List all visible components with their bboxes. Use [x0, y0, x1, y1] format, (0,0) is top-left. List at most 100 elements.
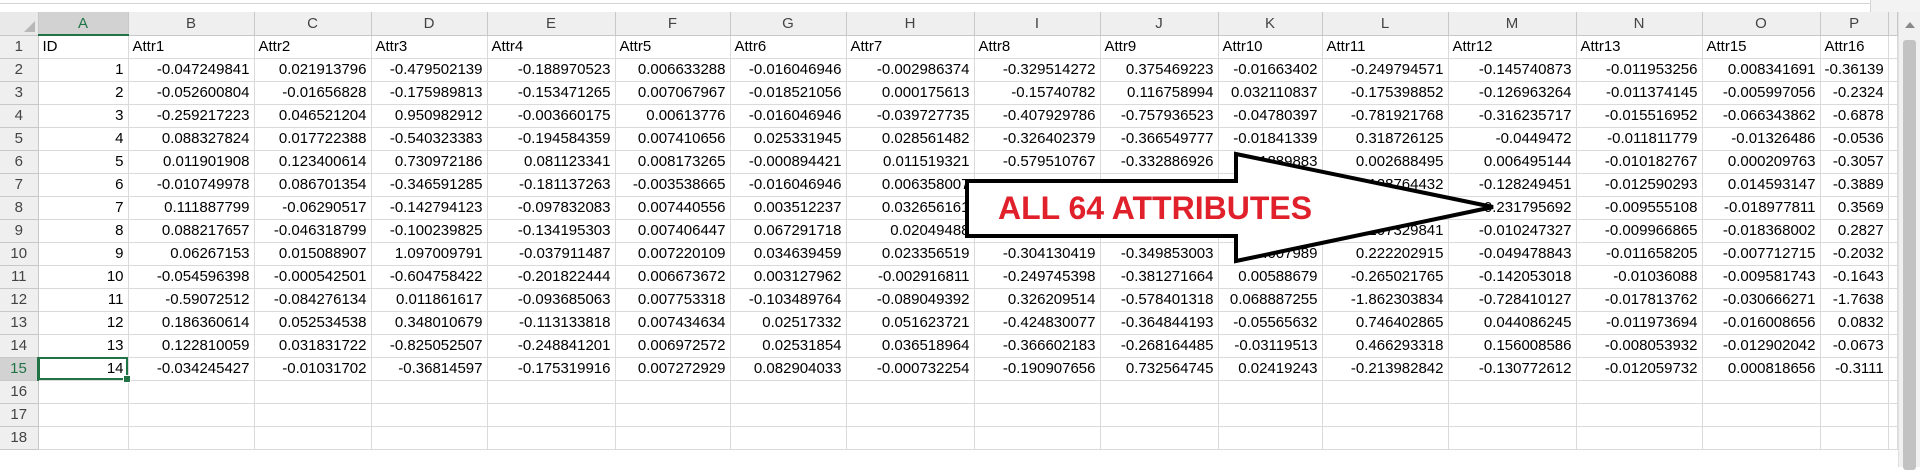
- cell-f9[interactable]: 0.007406447: [615, 219, 731, 243]
- cell-g11[interactable]: 0.003127962: [730, 265, 847, 289]
- cell-i17[interactable]: [974, 403, 1101, 427]
- cell-f12[interactable]: 0.007753318: [615, 288, 731, 312]
- cell-f17[interactable]: [615, 403, 731, 427]
- row-header[interactable]: 6: [0, 150, 39, 174]
- cell-j14[interactable]: -0.268164485: [1100, 334, 1219, 358]
- cell-k11[interactable]: 0.00588679: [1218, 265, 1323, 289]
- cell-p5[interactable]: -0.0536: [1820, 127, 1889, 151]
- cell-e16[interactable]: [487, 380, 616, 404]
- cell-e4[interactable]: -0.003660175: [487, 104, 616, 128]
- cell-f3[interactable]: 0.007067967: [615, 81, 731, 105]
- cell-f2[interactable]: 0.006633288: [615, 58, 731, 82]
- cell-j12[interactable]: -0.578401318: [1100, 288, 1219, 312]
- cell-h9[interactable]: 0.02049488: [846, 219, 975, 243]
- cell-j8[interactable]: 0.41233876: [1100, 196, 1219, 220]
- cell-l16[interactable]: [1322, 380, 1449, 404]
- cell-n1[interactable]: Attr13: [1576, 35, 1703, 59]
- column-header-l[interactable]: L: [1322, 12, 1449, 36]
- cell-g10[interactable]: 0.034639459: [730, 242, 847, 266]
- cell-overflow[interactable]: [1888, 104, 1898, 128]
- cell-p8[interactable]: 0.3569: [1820, 196, 1889, 220]
- cell-e11[interactable]: -0.201822444: [487, 265, 616, 289]
- cell-m10[interactable]: -0.049478843: [1448, 242, 1577, 266]
- cell-a13[interactable]: 12: [38, 311, 129, 335]
- cell-e14[interactable]: -0.248841201: [487, 334, 616, 358]
- column-header-j[interactable]: J: [1100, 12, 1219, 36]
- cell-overflow[interactable]: [1888, 242, 1898, 266]
- cell-c9[interactable]: -0.046318799: [254, 219, 372, 243]
- cell-o11[interactable]: -0.009581743: [1702, 265, 1821, 289]
- cell-a5[interactable]: 4: [38, 127, 129, 151]
- cell-g1[interactable]: Attr6: [730, 35, 847, 59]
- cell-e8[interactable]: -0.097832083: [487, 196, 616, 220]
- cell-k8[interactable]: 0.00898734: [1218, 196, 1323, 220]
- cell-g15[interactable]: 0.082904033: [730, 357, 847, 381]
- column-header-e[interactable]: E: [487, 12, 616, 36]
- column-header-f[interactable]: F: [615, 12, 731, 36]
- cell-b1[interactable]: Attr1: [128, 35, 255, 59]
- cell-h5[interactable]: 0.028561482: [846, 127, 975, 151]
- cell-o17[interactable]: [1702, 403, 1821, 427]
- cell-b18[interactable]: [128, 426, 255, 450]
- cell-e3[interactable]: -0.153471265: [487, 81, 616, 105]
- cell-j5[interactable]: -0.366549777: [1100, 127, 1219, 151]
- cell-n3[interactable]: -0.011374145: [1576, 81, 1703, 105]
- cell-l5[interactable]: 0.318726125: [1322, 127, 1449, 151]
- row-header[interactable]: 7: [0, 173, 39, 197]
- cell-o7[interactable]: 0.014593147: [1702, 173, 1821, 197]
- cell-j10[interactable]: -0.349853003: [1100, 242, 1219, 266]
- cell-a18[interactable]: [38, 426, 129, 450]
- cell-j15[interactable]: 0.732564745: [1100, 357, 1219, 381]
- cell-c18[interactable]: [254, 426, 372, 450]
- cell-l3[interactable]: -0.175398852: [1322, 81, 1449, 105]
- cell-n6[interactable]: -0.010182767: [1576, 150, 1703, 174]
- column-header-k[interactable]: K: [1218, 12, 1323, 36]
- cell-h12[interactable]: -0.089049392: [846, 288, 975, 312]
- cell-a14[interactable]: 13: [38, 334, 129, 358]
- cell-g13[interactable]: 0.02517332: [730, 311, 847, 335]
- cell-b15[interactable]: -0.034245427: [128, 357, 255, 381]
- cell-m1[interactable]: Attr12: [1448, 35, 1577, 59]
- cell-j17[interactable]: [1100, 403, 1219, 427]
- cell-f14[interactable]: 0.006972572: [615, 334, 731, 358]
- cell-e5[interactable]: -0.194584359: [487, 127, 616, 151]
- cell-b12[interactable]: -0.59072512: [128, 288, 255, 312]
- cell-k7[interactable]: -0.01876543: [1218, 173, 1323, 197]
- column-header-p[interactable]: P: [1820, 12, 1889, 36]
- cell-g6[interactable]: -0.000894421: [730, 150, 847, 174]
- cell-d2[interactable]: -0.479502139: [371, 58, 488, 82]
- cell-p15[interactable]: -0.3111: [1820, 357, 1889, 381]
- cell-c5[interactable]: 0.017722388: [254, 127, 372, 151]
- cell-overflow[interactable]: [1888, 173, 1898, 197]
- cell-f18[interactable]: [615, 426, 731, 450]
- cell-d13[interactable]: 0.348010679: [371, 311, 488, 335]
- cell-m14[interactable]: 0.156008586: [1448, 334, 1577, 358]
- column-header-b[interactable]: B: [128, 12, 255, 36]
- cell-e13[interactable]: -0.113133818: [487, 311, 616, 335]
- cell-d6[interactable]: 0.730972186: [371, 150, 488, 174]
- cell-a2[interactable]: 1: [38, 58, 129, 82]
- cell-c2[interactable]: 0.021913796: [254, 58, 372, 82]
- row-header[interactable]: 4: [0, 104, 39, 128]
- cell-g3[interactable]: -0.018521056: [730, 81, 847, 105]
- cell-k15[interactable]: 0.02419243: [1218, 357, 1323, 381]
- cell-j11[interactable]: -0.381271664: [1100, 265, 1219, 289]
- cell-j2[interactable]: 0.375469223: [1100, 58, 1219, 82]
- cell-c11[interactable]: -0.000542501: [254, 265, 372, 289]
- cell-k18[interactable]: [1218, 426, 1323, 450]
- cell-a8[interactable]: 7: [38, 196, 129, 220]
- cell-i5[interactable]: -0.326402379: [974, 127, 1101, 151]
- cell-l13[interactable]: 0.746402865: [1322, 311, 1449, 335]
- cell-f16[interactable]: [615, 380, 731, 404]
- cell-i2[interactable]: -0.329514272: [974, 58, 1101, 82]
- column-header-g[interactable]: G: [730, 12, 847, 36]
- cell-h13[interactable]: 0.051623721: [846, 311, 975, 335]
- cell-o4[interactable]: -0.066343862: [1702, 104, 1821, 128]
- cell-b7[interactable]: -0.010749978: [128, 173, 255, 197]
- row-header[interactable]: 12: [0, 288, 39, 312]
- column-header-d[interactable]: D: [371, 12, 488, 36]
- row-header[interactable]: 11: [0, 265, 39, 289]
- cell-n5[interactable]: -0.011811779: [1576, 127, 1703, 151]
- cell-p13[interactable]: 0.0832: [1820, 311, 1889, 335]
- cell-p6[interactable]: -0.3057: [1820, 150, 1889, 174]
